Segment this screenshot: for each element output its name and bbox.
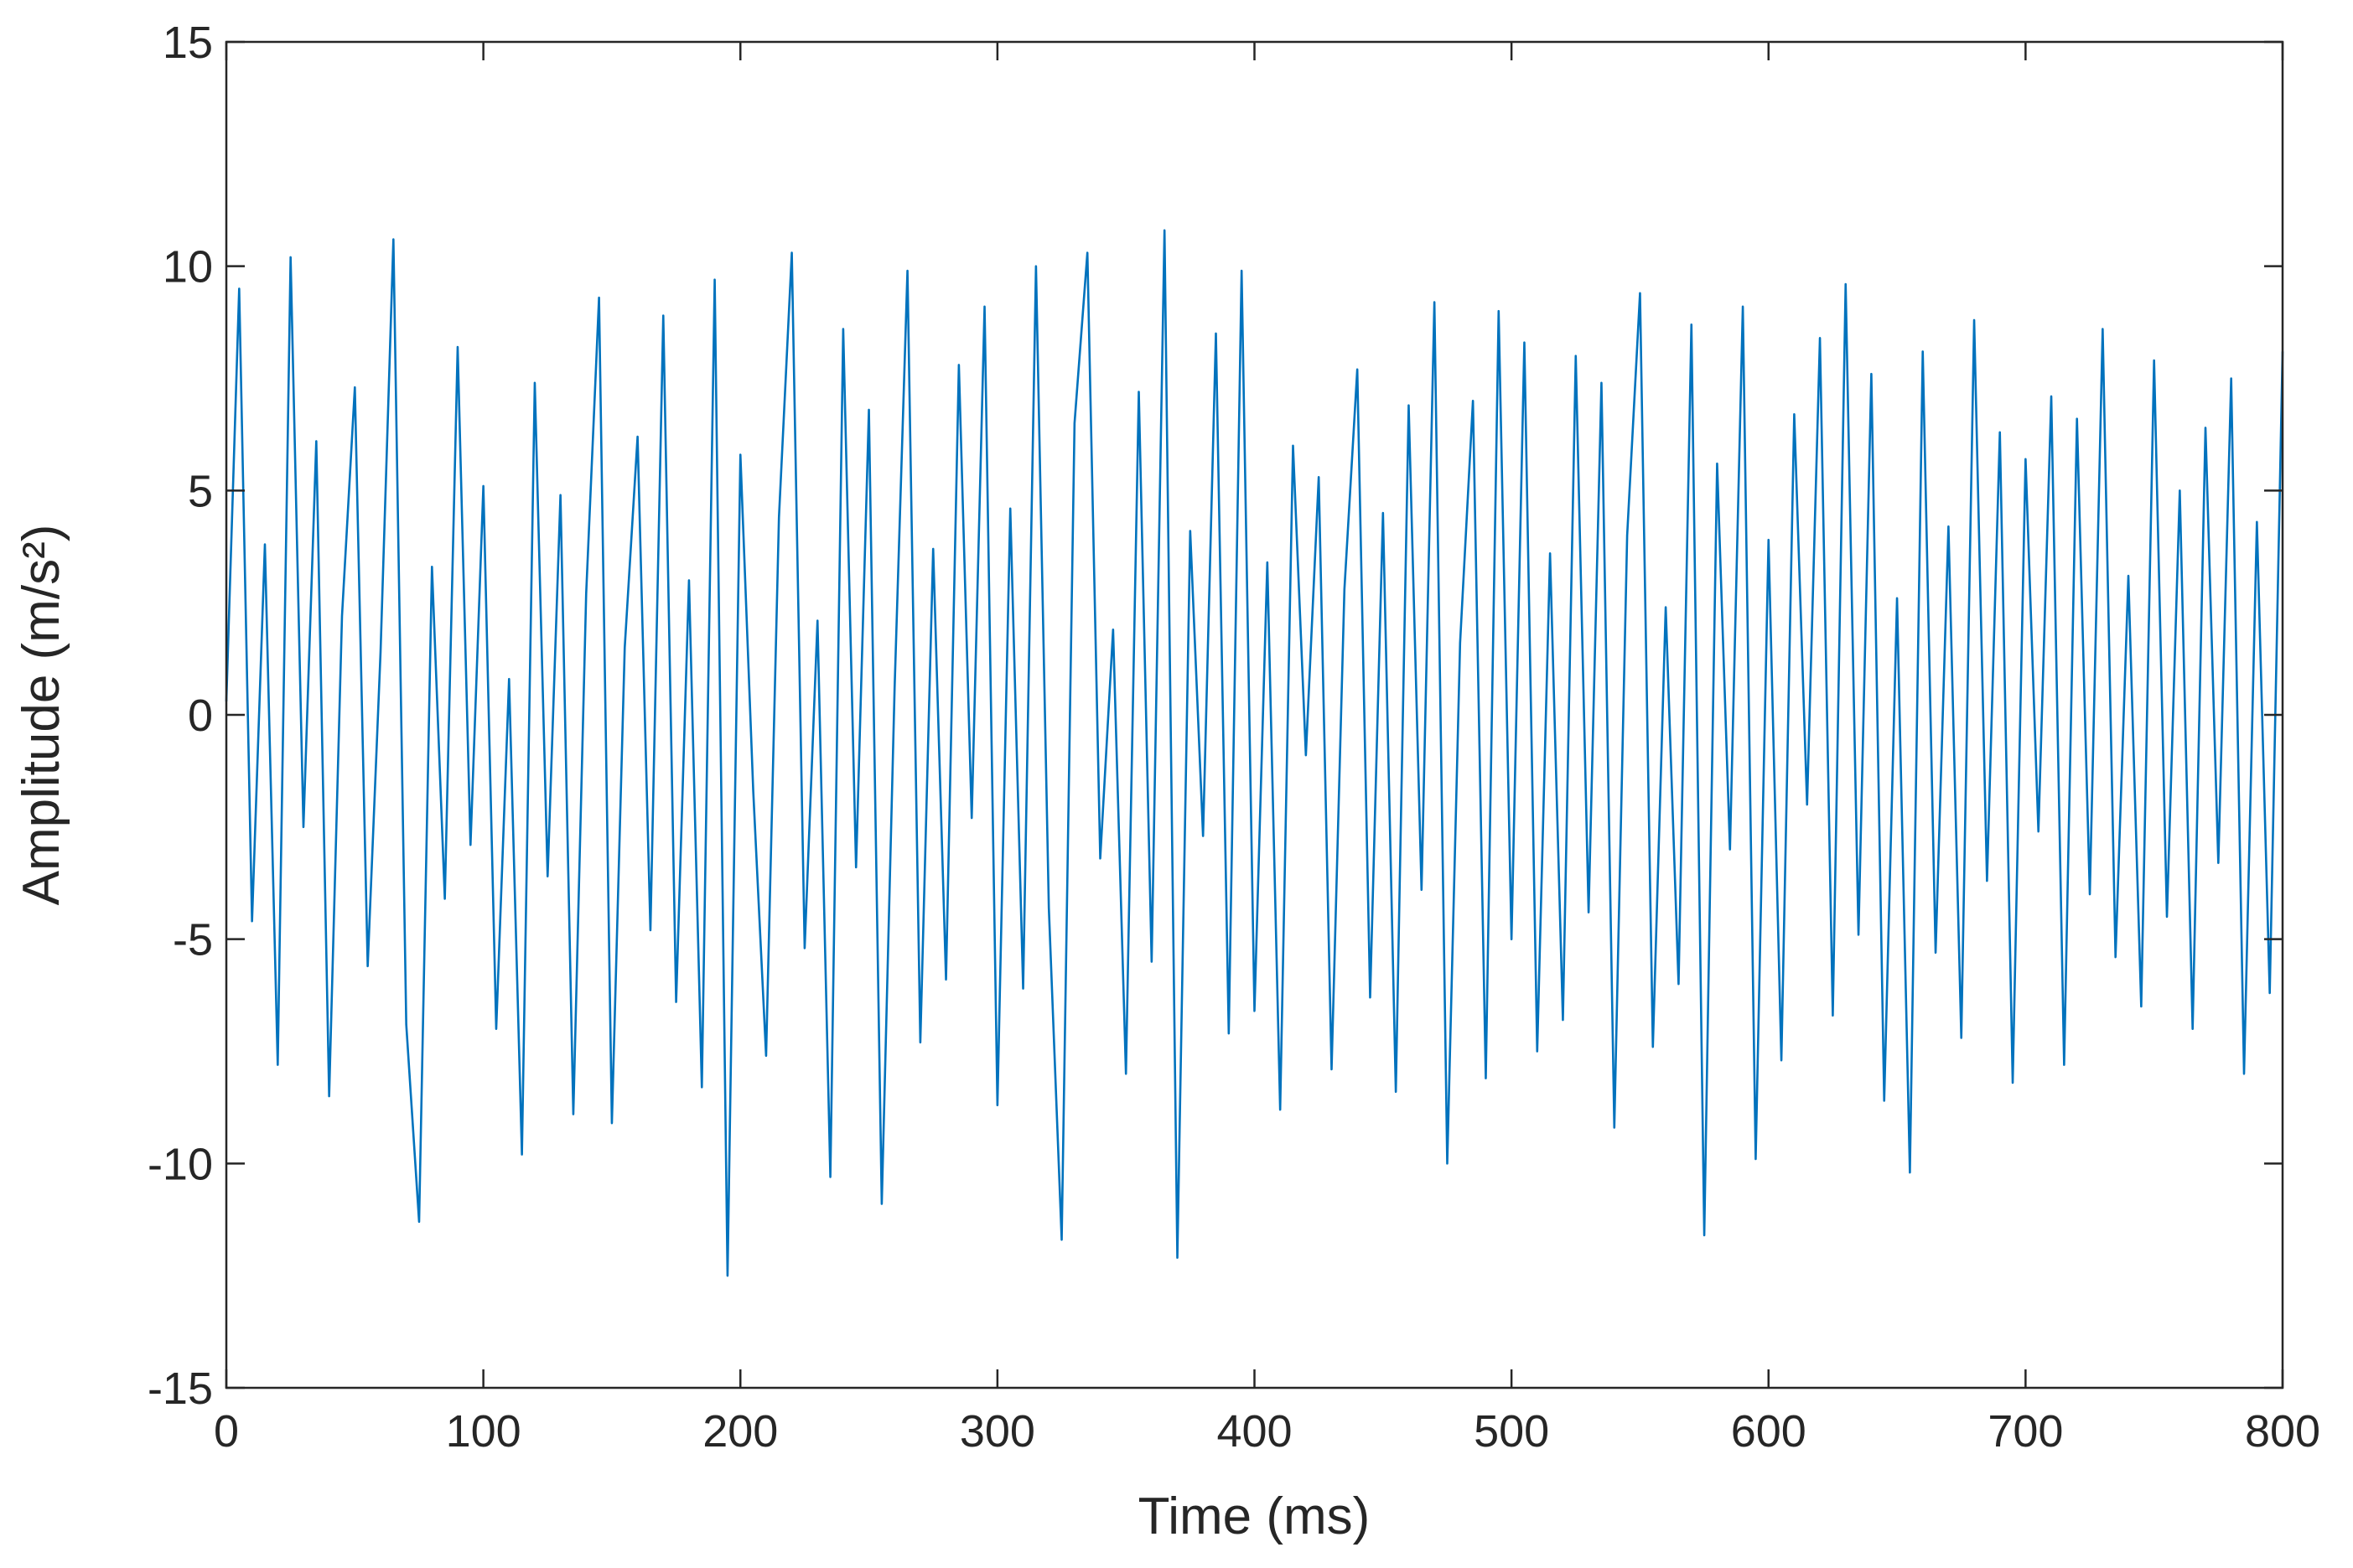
- x-tick-label: 400: [1216, 1406, 1292, 1457]
- y-tick-label: -15: [148, 1364, 213, 1414]
- y-tick-label: 10: [163, 242, 213, 292]
- x-tick-label: 300: [960, 1406, 1035, 1457]
- x-tick-label: 500: [1474, 1406, 1549, 1457]
- plot-frame: [225, 40, 2284, 1389]
- x-tick-label: 200: [702, 1406, 778, 1457]
- y-tick-label: 0: [188, 691, 213, 741]
- data-line: [225, 229, 2284, 1277]
- x-tick-label: 600: [1731, 1406, 1806, 1457]
- x-tick-label: 100: [446, 1406, 521, 1457]
- x-tick-label: 700: [1988, 1406, 2063, 1457]
- y-tick-label: -10: [148, 1139, 213, 1189]
- x-tick-label: 0: [214, 1406, 239, 1457]
- x-axis-label: Time (ms): [1138, 1488, 1371, 1545]
- y-tick-label: -5: [173, 915, 213, 965]
- y-tick-label: 5: [188, 466, 213, 516]
- x-tick-label: 800: [2245, 1406, 2320, 1457]
- y-axis-label: Amplitude (m/s²): [13, 525, 70, 906]
- y-tick-label: 15: [163, 18, 213, 68]
